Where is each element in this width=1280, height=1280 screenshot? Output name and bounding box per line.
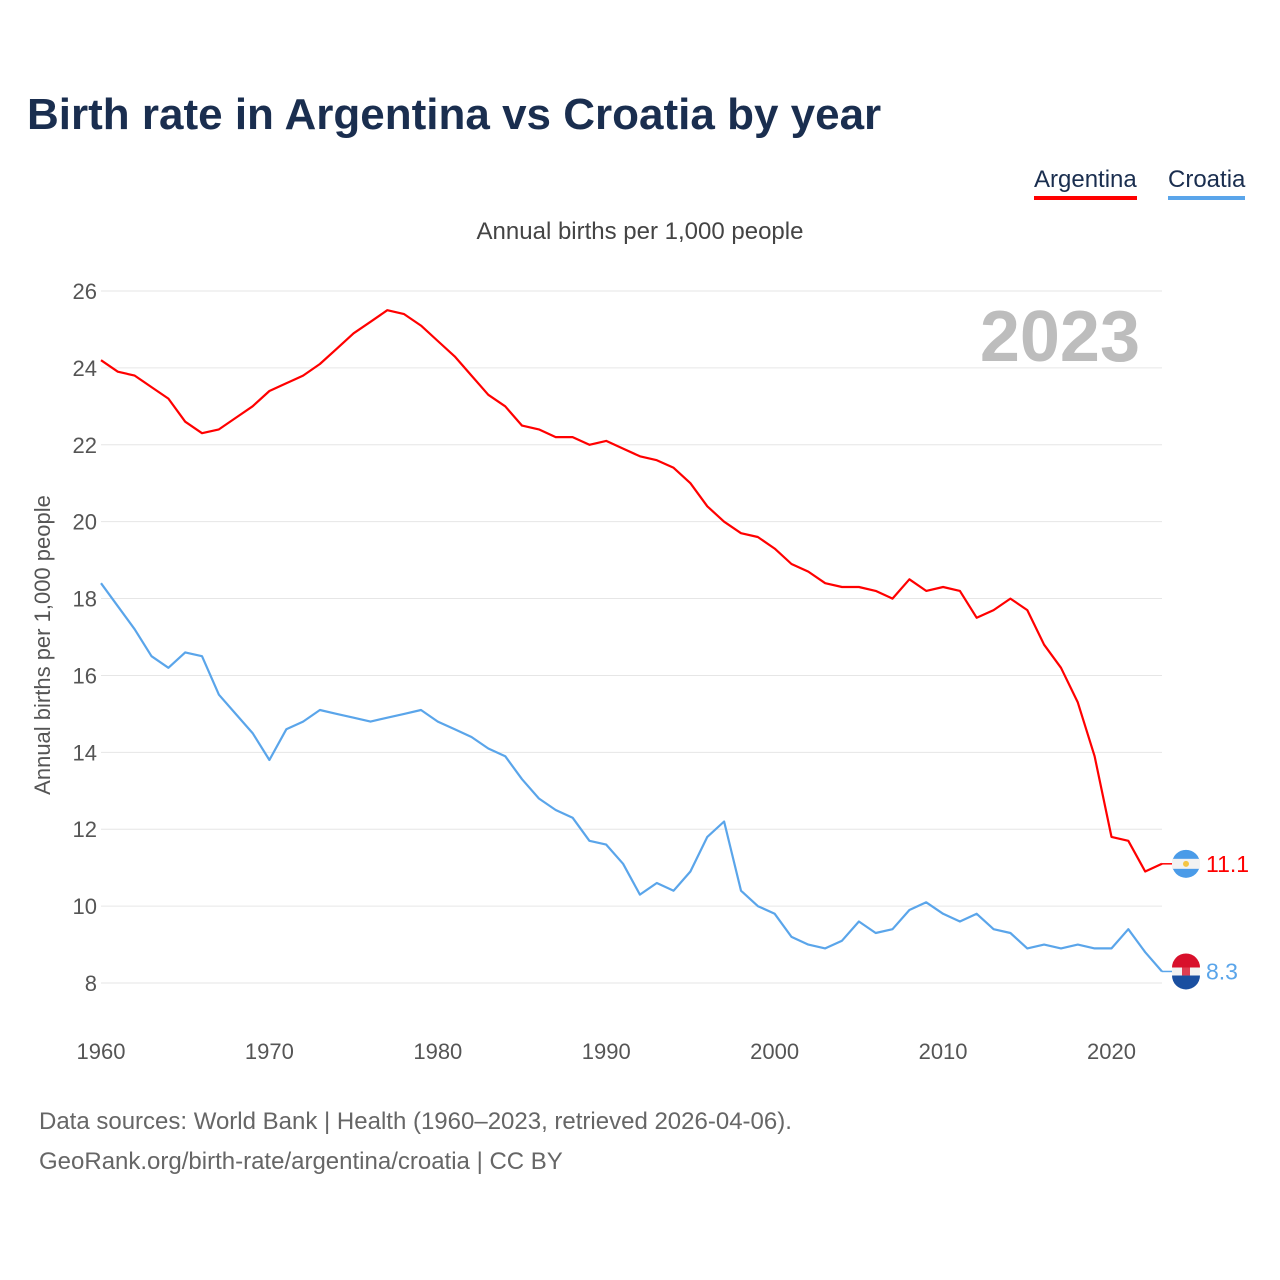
y-axis-label: Annual births per 1,000 people	[30, 495, 55, 795]
x-tick-label: 2020	[1087, 1039, 1136, 1064]
y-tick-label: 20	[73, 510, 97, 535]
y-tick-label: 14	[73, 740, 97, 765]
series-line-argentina	[100, 309, 1163, 873]
y-tick-label: 22	[73, 433, 97, 458]
end-value-label: 8.3	[1206, 958, 1238, 984]
chart-title: Birth rate in Argentina vs Croatia by ye…	[27, 90, 882, 139]
attribution-text: GeoRank.org/birth-rate/argentina/croatia…	[39, 1148, 563, 1175]
y-tick-label: 26	[73, 279, 97, 304]
x-tick-label: 1970	[245, 1039, 294, 1064]
argentina-flag-sun	[1183, 860, 1189, 867]
y-tick-label: 10	[73, 894, 97, 919]
y-tick-label: 18	[73, 587, 97, 612]
series-line-croatia	[100, 582, 1163, 973]
x-tick-label: 1980	[413, 1039, 462, 1064]
x-tick-label: 2010	[919, 1039, 968, 1064]
legend-item-argentina[interactable]: Argentina	[1034, 166, 1137, 200]
y-tick-label: 8	[85, 971, 97, 996]
chart-subtitle: Annual births per 1,000 people	[476, 218, 804, 245]
x-tick-label: 1960	[77, 1039, 126, 1064]
x-tick-label: 1990	[582, 1039, 631, 1064]
data-source-text: Data sources: World Bank | Health (1960–…	[39, 1108, 792, 1135]
year-watermark: 2023	[980, 297, 1140, 377]
end-value-label: 11.1	[1206, 851, 1249, 877]
croatia-flag-shield	[1182, 966, 1190, 976]
croatia-flag-red	[1172, 953, 1200, 968]
y-tick-label: 12	[73, 817, 97, 842]
x-tick-label: 2000	[750, 1039, 799, 1064]
legend-item-croatia[interactable]: Croatia	[1168, 166, 1246, 200]
y-tick-label: 16	[73, 663, 97, 688]
croatia-flag-blue	[1172, 975, 1200, 990]
y-tick-label: 24	[73, 356, 97, 381]
